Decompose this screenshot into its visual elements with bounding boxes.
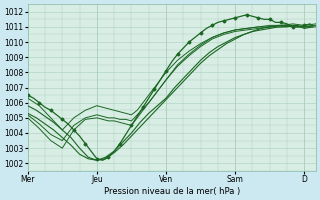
X-axis label: Pression niveau de la mer( hPa ): Pression niveau de la mer( hPa ) [104,187,240,196]
